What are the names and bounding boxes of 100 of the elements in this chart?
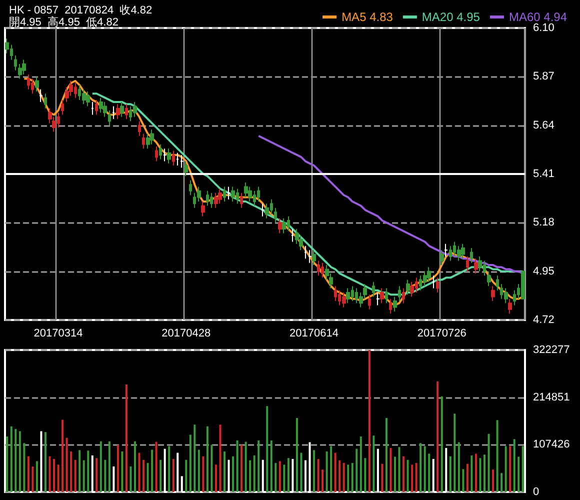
bar — [70, 451, 72, 492]
candlestick — [385, 288, 388, 304]
bar — [462, 469, 464, 492]
candlestick — [244, 182, 248, 198]
candlestick — [150, 129, 154, 145]
candlestick — [496, 275, 499, 291]
candlestick — [201, 201, 205, 217]
candlestick — [436, 277, 439, 293]
candlestick — [521, 270, 525, 300]
bar — [278, 461, 281, 492]
bar — [270, 440, 272, 492]
candlestick — [91, 102, 94, 116]
bar — [372, 436, 375, 492]
bar — [185, 460, 188, 492]
line-series — [23, 78, 524, 306]
bar — [470, 455, 473, 492]
candlestick — [410, 281, 414, 298]
x-tick-label: 20170428 — [162, 328, 211, 340]
bar — [484, 454, 486, 492]
candlestick — [274, 207, 277, 224]
candlestick — [291, 228, 294, 242]
candlestick — [227, 186, 231, 200]
bar — [406, 460, 409, 492]
y-tick-label: 107426 — [533, 438, 570, 451]
candlestick — [466, 256, 469, 272]
bar — [108, 441, 110, 492]
bar — [125, 384, 128, 492]
y-tick-label: 5.18 — [533, 216, 554, 229]
candlestick — [184, 160, 188, 177]
candlestick — [282, 218, 286, 234]
bar — [6, 436, 8, 492]
bar — [466, 464, 468, 492]
bar — [172, 458, 174, 492]
candlestick — [372, 281, 375, 298]
candlestick — [423, 270, 427, 287]
bar — [210, 444, 213, 492]
line-series — [258, 134, 524, 274]
bar — [454, 414, 456, 492]
candlestick — [308, 250, 312, 264]
bar — [504, 446, 507, 492]
candlestick — [99, 97, 103, 114]
bar — [300, 452, 302, 492]
bar — [202, 456, 204, 492]
candlestick — [180, 154, 184, 168]
candlestick — [398, 286, 401, 302]
candlestick — [218, 188, 222, 204]
candlestick — [380, 288, 384, 304]
bar — [36, 461, 38, 492]
chart-subtitle: 開4.95 高4.95 低4.82 — [9, 16, 118, 28]
bar — [219, 424, 222, 492]
candlestick — [317, 260, 320, 276]
bar — [317, 458, 320, 492]
bar — [509, 446, 512, 492]
legend-label: MA5 4.83 — [342, 10, 394, 24]
candlestick — [402, 288, 405, 304]
bar — [274, 462, 277, 492]
bar — [138, 452, 140, 492]
candlestick — [223, 186, 226, 202]
candlestick — [248, 186, 252, 202]
bar — [322, 470, 324, 492]
bar — [224, 451, 226, 492]
bar — [364, 458, 366, 492]
candlestick — [176, 152, 179, 166]
candlestick — [108, 110, 111, 126]
bar — [104, 460, 106, 492]
bar — [415, 462, 418, 492]
bar — [496, 420, 498, 492]
bar — [385, 418, 388, 492]
candlestick — [116, 104, 120, 120]
bar — [338, 460, 341, 492]
bar — [326, 451, 328, 492]
bar — [394, 456, 396, 492]
bar — [381, 464, 384, 492]
candlestick — [189, 180, 192, 196]
bar — [66, 438, 68, 492]
candlestick — [278, 218, 282, 234]
bar — [160, 460, 162, 492]
bar — [458, 442, 460, 492]
candlestick — [163, 148, 167, 162]
bar — [479, 458, 482, 492]
bar — [360, 436, 362, 492]
bar — [513, 439, 516, 492]
candlestick — [39, 88, 43, 103]
candlestick — [461, 243, 465, 260]
candlestick — [304, 245, 307, 260]
candlestick — [257, 186, 260, 202]
candlestick — [342, 292, 346, 308]
chart-title: HK - 0857 20170824 收4.82 — [9, 4, 152, 16]
candlestick — [491, 286, 495, 302]
bar — [449, 456, 452, 492]
candlestick — [321, 262, 324, 278]
candlestick — [35, 76, 39, 92]
bar — [198, 450, 200, 492]
legend-label: MA20 4.95 — [422, 10, 480, 24]
candlestick — [231, 186, 235, 202]
bar — [424, 446, 426, 492]
bar — [14, 428, 17, 492]
bar — [134, 441, 136, 492]
bar — [232, 456, 234, 492]
candlestick — [82, 88, 86, 105]
